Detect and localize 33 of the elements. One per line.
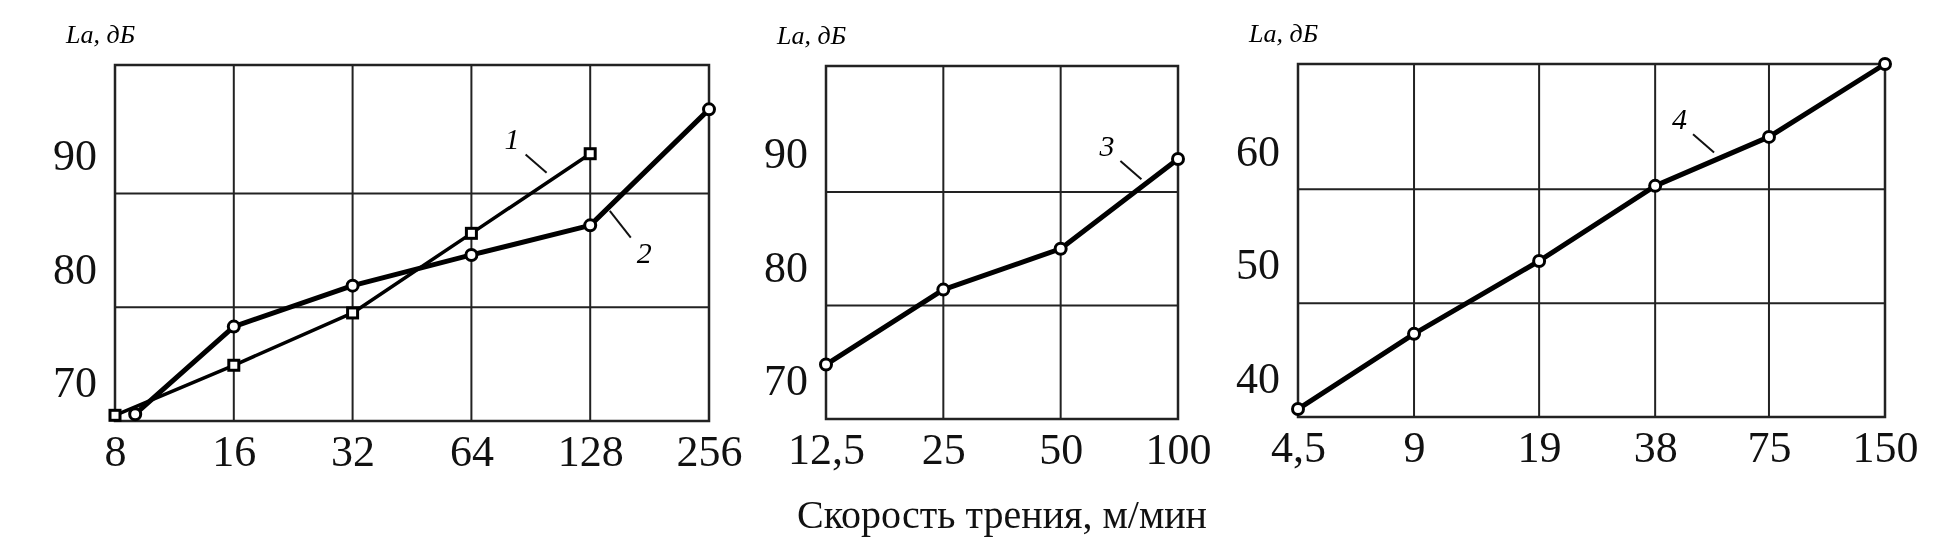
x-tick-label: 4,5 [1271,423,1326,473]
x-tick-label: 128 [557,427,624,477]
x-tick-label: 75 [1747,423,1792,473]
x-tick-label: 16 [212,427,257,477]
y-tick-label: 90 [764,129,808,179]
x-tick-label: 256 [676,427,743,477]
annotation: 4 [1672,102,1688,136]
x-tick-label: 150 [1852,423,1919,473]
x-tick-label: 50 [1039,425,1084,475]
x-tick-label: 32 [331,427,376,477]
x-tick-label: 100 [1145,425,1212,475]
y-axis-title: La, дБ [1248,19,1318,48]
y-tick-label: 80 [53,244,97,294]
y-tick-label: 80 [764,242,808,292]
x-tick-label: 9 [1403,423,1426,473]
y-tick-label: 40 [1236,354,1280,404]
y-tick-label: 70 [53,358,97,408]
x-tick-label: 12,5 [788,425,865,475]
annotation: 2 [636,236,652,270]
y-tick-label: 90 [53,130,97,180]
y-axis-title: La, дБ [65,20,135,49]
y-tick-label: 70 [764,356,808,406]
x-tick-label: 8 [104,427,127,477]
annotation: 3 [1098,128,1115,162]
y-tick-label: 50 [1236,240,1280,290]
x-tick-label: 38 [1633,423,1678,473]
x-axis-title: Скорость трения, м/мин [796,492,1208,537]
x-tick-label: 64 [449,427,494,477]
annotation: 1 [504,122,520,156]
x-tick-label: 19 [1517,423,1562,473]
x-tick-label: 25 [921,425,966,475]
y-tick-label: 60 [1236,126,1280,176]
y-axis-title: La, дБ [776,21,846,50]
